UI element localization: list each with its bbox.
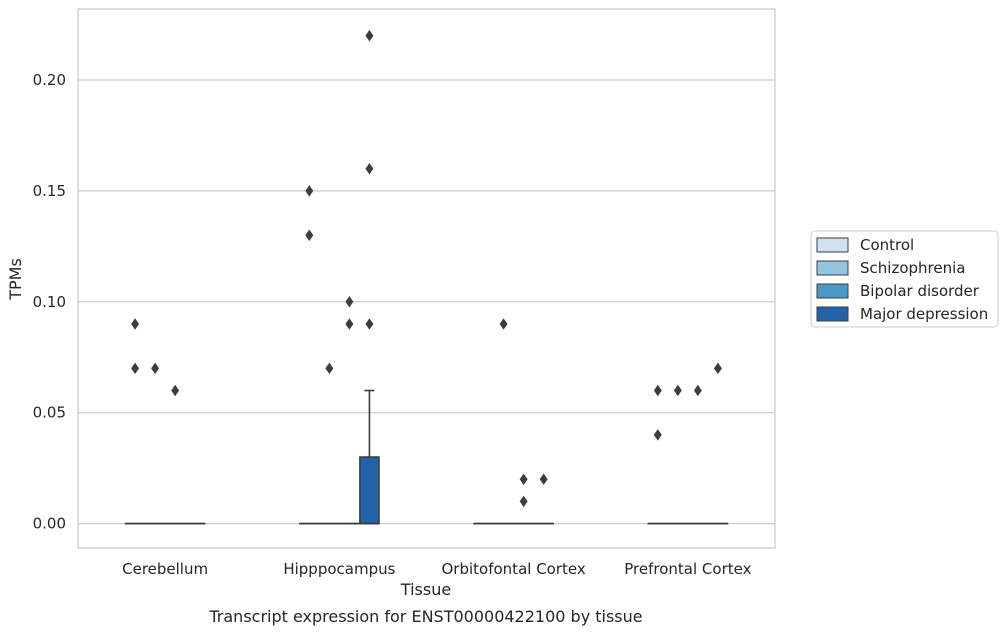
y-axis-title: TPMs xyxy=(6,258,25,301)
plot-frame xyxy=(77,8,776,549)
outlier-point xyxy=(713,362,722,375)
outlier-points xyxy=(131,29,722,508)
outlier-point xyxy=(171,384,180,397)
outlier-point xyxy=(345,296,354,308)
legend-swatch xyxy=(816,260,849,276)
legend-swatch xyxy=(816,306,849,322)
outlier-point xyxy=(365,318,374,330)
y-tick-label: 0.20 xyxy=(33,71,66,89)
outlier-point xyxy=(305,185,314,197)
outlier-point xyxy=(365,29,374,42)
legend: Control Schizophrenia Bipolar disorder Majo… xyxy=(810,230,999,328)
outlier-point xyxy=(151,362,160,375)
chart-caption: Transcript expression for ENST0000042210… xyxy=(208,607,642,626)
outlier-point xyxy=(653,429,662,441)
outlier-point xyxy=(539,473,548,485)
plot-area xyxy=(77,8,776,549)
outlier-point xyxy=(305,229,314,241)
y-tick-label: 0.15 xyxy=(33,182,66,200)
y-tick-label: 0.10 xyxy=(33,293,66,311)
box-series xyxy=(124,389,729,525)
outlier-point xyxy=(365,162,374,175)
x-tick-label: Hipppocampus xyxy=(283,560,395,578)
outlier-point xyxy=(499,318,508,330)
legend-swatch xyxy=(816,237,849,253)
outlier-point xyxy=(693,384,702,397)
outlier-point xyxy=(131,318,140,330)
y-tick-label: 0.00 xyxy=(33,515,66,533)
legend-swatch xyxy=(816,283,849,299)
y-axis-tick-labels: 0.00 0.05 0.10 0.15 0.20 xyxy=(33,71,66,533)
legend-label: Major depression xyxy=(860,305,988,323)
legend-frame xyxy=(810,230,999,328)
outlier-point xyxy=(519,473,528,485)
outlier-point xyxy=(325,362,334,375)
outlier-point xyxy=(673,384,682,397)
legend-label: Control xyxy=(860,236,914,254)
legend-label: Bipolar disorder xyxy=(860,282,980,300)
x-tick-label: Prefrontal Cortex xyxy=(624,560,751,578)
outlier-point xyxy=(345,318,354,330)
plot-background xyxy=(78,9,775,548)
x-tick-label: Orbitofontal Cortex xyxy=(442,560,586,578)
legend-label: Schizophrenia xyxy=(860,259,965,277)
x-axis-tick-labels: Cerebellum Hipppocampus Orbitofontal Corte… xyxy=(122,560,751,578)
box xyxy=(359,456,380,525)
outlier-point xyxy=(131,362,140,375)
x-axis-title: Tissue xyxy=(400,580,451,599)
y-tick-label: 0.05 xyxy=(33,404,66,422)
outlier-point xyxy=(653,384,662,397)
outlier-point xyxy=(519,495,528,508)
x-tick-label: Cerebellum xyxy=(122,560,208,578)
legend-items: Control Schizophrenia Bipolar disorder Majo… xyxy=(816,236,988,323)
